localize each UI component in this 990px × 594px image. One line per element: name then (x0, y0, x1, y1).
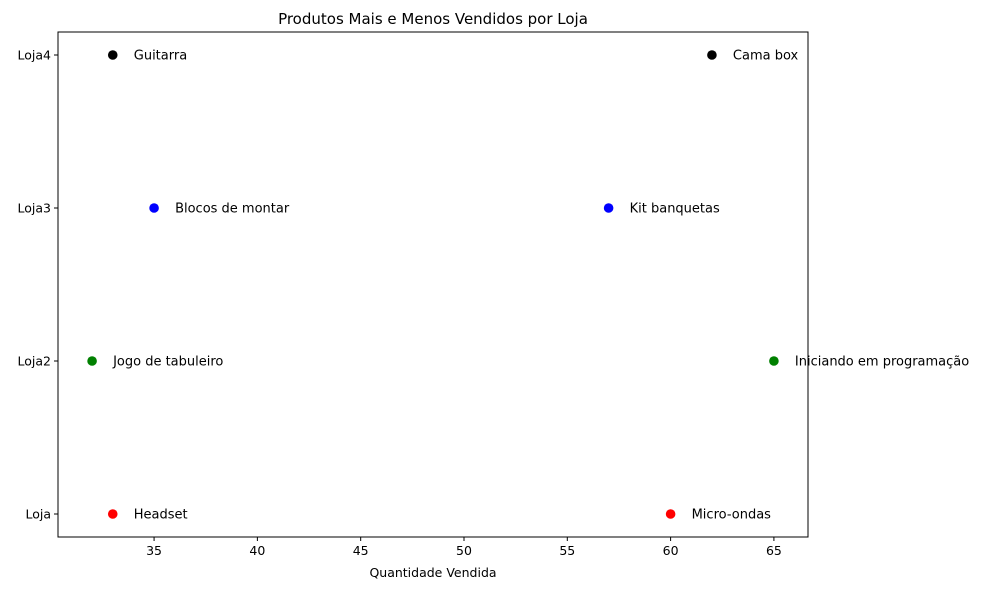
data-point (149, 203, 159, 213)
data-point (107, 509, 118, 519)
x-tick-label: 45 (353, 543, 369, 558)
point-label: Cama box (733, 49, 799, 64)
point-label: Headset (134, 508, 188, 523)
y-tick-label: Loja (25, 507, 51, 522)
data-point (707, 50, 717, 60)
x-tick-label: 40 (249, 543, 265, 558)
y-tick-label: Loja4 (18, 48, 52, 63)
point-label: Blocos de montar (175, 202, 290, 217)
point-label: Kit banquetas (630, 202, 720, 217)
x-tick-label: 35 (146, 543, 162, 558)
x-tick-label: 55 (559, 543, 575, 558)
x-tick-label: 50 (456, 543, 472, 558)
x-tick-label: 65 (766, 543, 782, 558)
y-tick-label: Loja3 (18, 201, 51, 216)
y-tick-label: Loja2 (18, 354, 51, 369)
plot-area: 35 40 45 50 55 60 65 Loja Loja2 Loja3 Loja4 Headset… (18, 48, 970, 559)
data-point (87, 356, 97, 366)
data-point (665, 509, 676, 519)
plot-frame (57, 31, 809, 538)
point-label: Jogo de tabuleiro (112, 355, 223, 370)
data-point (603, 203, 614, 213)
data-point (769, 356, 779, 366)
data-point (107, 50, 118, 60)
point-label: Guitarra (134, 49, 187, 64)
point-label: Micro-ondas (692, 508, 772, 523)
chart-title: Produtos Mais e Menos Vendidos por Loja (278, 10, 588, 28)
point-label: Iniciando em programação (795, 355, 969, 370)
x-tick-label: 60 (663, 543, 679, 558)
x-axis-label: Quantidade Vendida (369, 565, 496, 580)
